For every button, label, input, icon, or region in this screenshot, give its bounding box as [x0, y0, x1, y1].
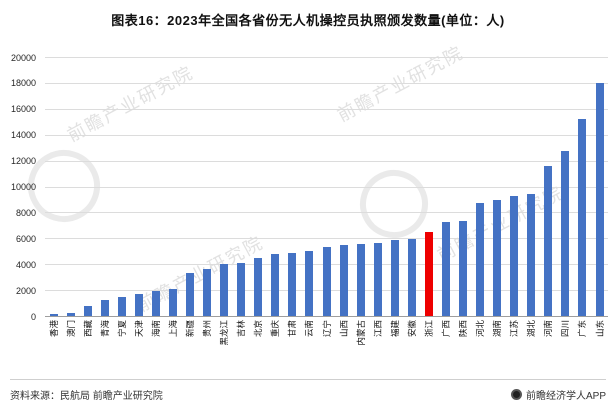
- bar-河南: [544, 165, 553, 316]
- bar-青海: [100, 299, 109, 316]
- x-tick-label: 河南: [543, 320, 554, 338]
- plot-area: [45, 57, 608, 316]
- y-tick-label: 4000: [15, 259, 36, 270]
- x-tick-label: 吉林: [236, 320, 247, 338]
- bar-北京: [254, 258, 263, 316]
- bar-湖南: [493, 200, 502, 316]
- x-tick-label: 福建: [389, 320, 400, 338]
- bar-广西: [441, 222, 450, 316]
- x-tick-label: 天津: [133, 320, 144, 338]
- gridline: [45, 108, 608, 110]
- x-tick-label: 澳门: [65, 320, 76, 338]
- x-tick-label: 重庆: [270, 320, 281, 338]
- bar-安徽: [407, 238, 416, 316]
- x-tick-label: 广东: [577, 320, 588, 338]
- y-tick-label: 10000: [10, 182, 36, 192]
- bar-河北: [476, 202, 485, 316]
- x-tick-label: 湖南: [492, 320, 503, 338]
- x-tick-label: 广西: [440, 320, 451, 338]
- y-tick-label: 2000: [15, 285, 36, 296]
- x-tick-label: 安徽: [406, 320, 417, 338]
- x-tick-label: 江苏: [509, 320, 520, 338]
- bar-宁夏: [117, 297, 126, 316]
- footer: 资料来源：民航局 前瞻产业研究院 前瞻经济学人APP: [10, 379, 606, 406]
- bar-重庆: [271, 253, 280, 316]
- bar-黑龙江: [220, 263, 229, 316]
- gridline: [45, 186, 608, 188]
- x-axis-line: [45, 316, 608, 317]
- gridline: [45, 160, 608, 162]
- bar-香港: [49, 314, 58, 316]
- bar-辽宁: [322, 247, 331, 316]
- y-tick-label: 14000: [10, 130, 36, 141]
- y-tick-label: 8000: [15, 207, 36, 218]
- x-tick-label: 江西: [372, 320, 383, 338]
- bar-吉林: [237, 262, 246, 316]
- x-tick-label: 新疆: [185, 320, 196, 338]
- gridline: [45, 82, 608, 84]
- y-tick-label: 18000: [10, 78, 36, 89]
- brand-label: 前瞻经济学人APP: [525, 390, 606, 402]
- qianzhan-logo-icon: [510, 388, 522, 400]
- x-tick-label: 甘肃: [287, 320, 298, 338]
- x-tick-label: 辽宁: [321, 320, 332, 338]
- y-tick-label: 12000: [10, 156, 36, 167]
- bar-新疆: [186, 272, 195, 316]
- x-tick-label: 黑龙江: [219, 320, 230, 346]
- x-tick-label: 内蒙古: [355, 320, 366, 346]
- x-tick-label: 山西: [338, 320, 349, 338]
- gridline: [45, 134, 608, 136]
- source-note: 资料来源：民航局 前瞻产业研究院: [10, 390, 163, 402]
- bar-天津: [134, 294, 143, 316]
- brand-credit: 前瞻经济学人APP: [510, 387, 606, 402]
- bar-江苏: [510, 196, 519, 316]
- bar-浙江: [424, 232, 433, 316]
- bar-澳门: [66, 312, 75, 316]
- bar-上海: [168, 288, 177, 316]
- gridline: [45, 212, 608, 214]
- x-tick-label: 湖北: [526, 320, 537, 338]
- bar-湖北: [527, 193, 536, 316]
- x-tick-label: 陕西: [458, 320, 469, 338]
- bar-福建: [390, 239, 399, 316]
- y-tick-label: 0: [30, 311, 36, 322]
- x-tick-label: 北京: [253, 320, 264, 338]
- x-tick-label: 香港: [48, 320, 59, 338]
- bar-四川: [561, 150, 570, 316]
- x-axis-labels: 香港 澳门 西藏 青海 宁夏 天津 海南 上海 新疆 贵州 黑龙江 吉林 北京 重庆 甘肃 云南 辽宁 山西 内蒙古…: [45, 318, 608, 374]
- x-tick-label: 海南: [150, 320, 161, 338]
- bar-山东: [595, 82, 604, 316]
- y-tick-label: 16000: [10, 104, 36, 115]
- y-tick-label: 20000: [10, 52, 36, 63]
- x-tick-label: 青海: [99, 320, 110, 338]
- x-tick-label: 宁夏: [116, 320, 127, 338]
- bar-云南: [305, 251, 314, 316]
- x-tick-label: 上海: [167, 320, 178, 338]
- gridline: [45, 238, 608, 240]
- bar-甘肃: [288, 253, 297, 316]
- x-tick-label: 贵州: [202, 320, 213, 338]
- bar-广东: [578, 118, 587, 316]
- bar-江西: [373, 243, 382, 316]
- y-axis: 0 2000 4000 6000 8000 10000 12000 14000 16000 180…: [0, 0, 40, 407]
- x-tick-label: 云南: [304, 320, 315, 338]
- bar-山西: [339, 244, 348, 316]
- x-tick-label: 西藏: [82, 320, 93, 338]
- x-tick-label: 四川: [560, 320, 571, 338]
- bar-西藏: [83, 305, 92, 316]
- bar-陕西: [459, 221, 468, 316]
- bar-贵州: [203, 268, 212, 316]
- bars: [45, 57, 608, 316]
- y-tick-label: 6000: [15, 233, 36, 244]
- x-tick-label: 河北: [475, 320, 486, 338]
- chart-title: 图表16：2023年全国各省份无人机操控员执照颁发数量(单位：人): [111, 13, 505, 28]
- bar-内蒙古: [356, 244, 365, 316]
- gridline: [45, 57, 608, 58]
- x-tick-label: 浙江: [423, 320, 434, 338]
- x-tick-label: 山东: [594, 320, 605, 338]
- bar-海南: [151, 291, 160, 316]
